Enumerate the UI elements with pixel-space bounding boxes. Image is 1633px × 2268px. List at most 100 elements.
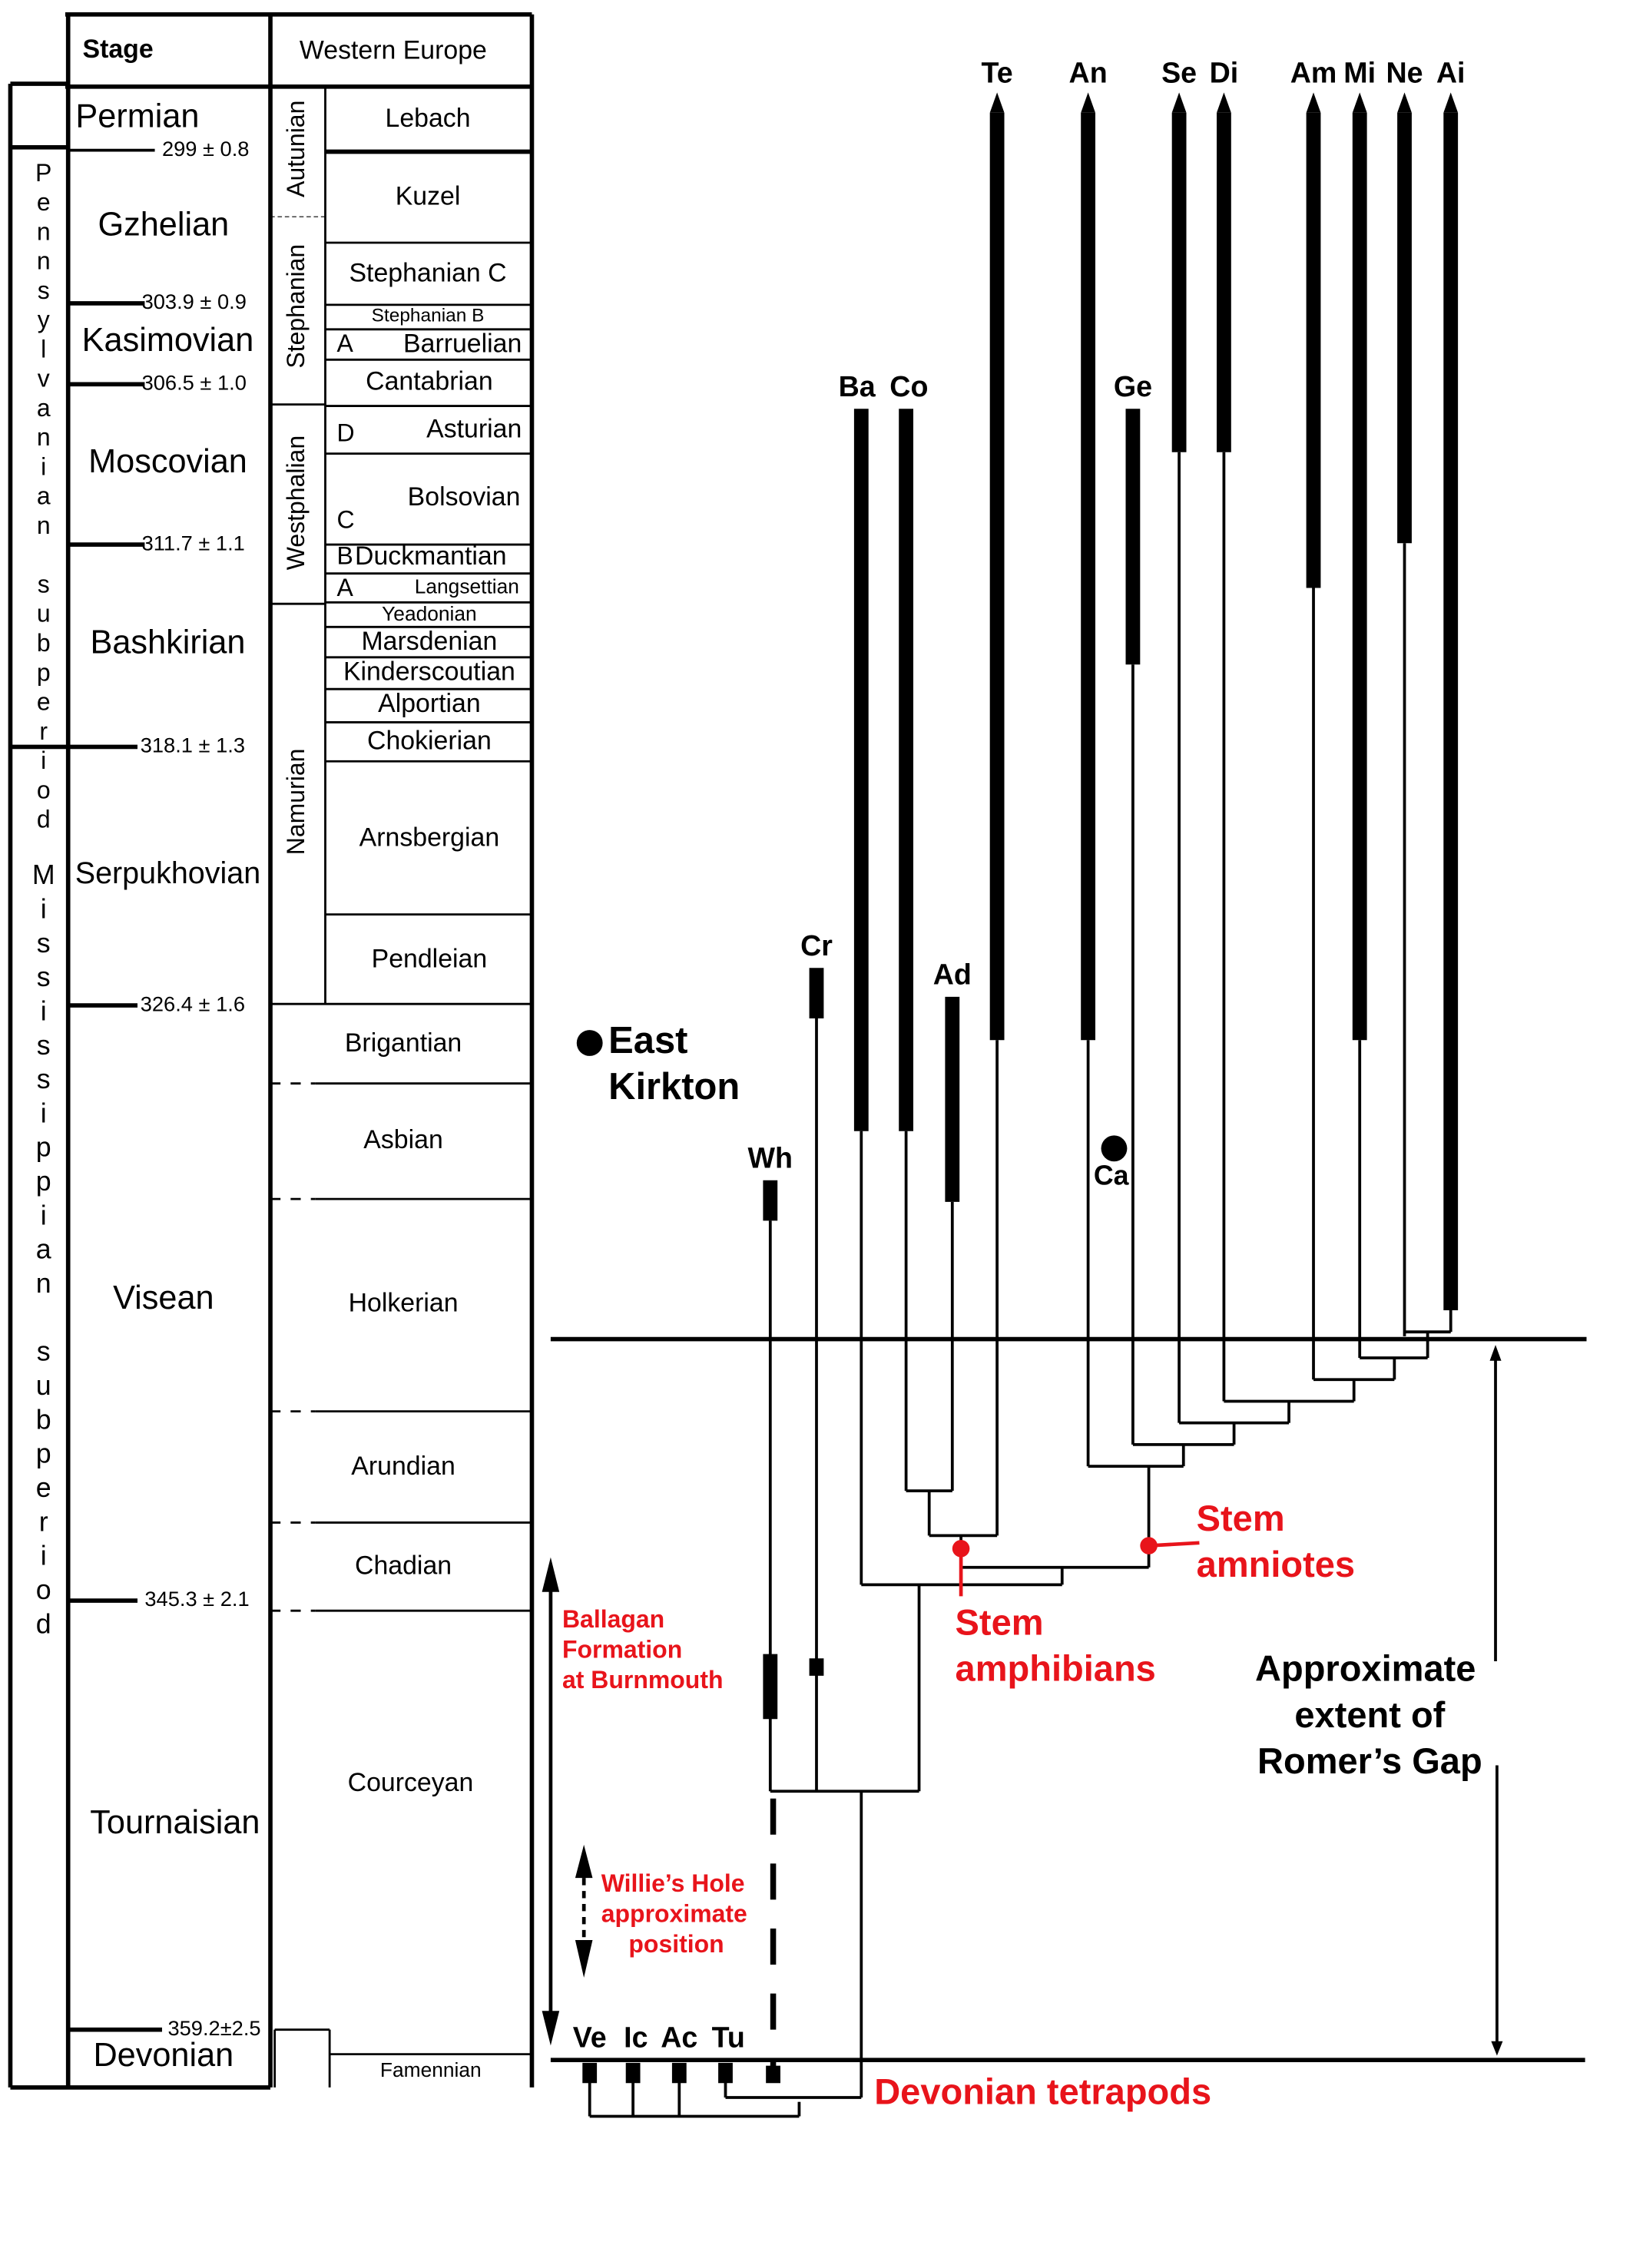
diagram-labels: Stage Western Europe Pennsylvanian subperi…	[28, 35, 1482, 2112]
regional-stage: Asbian	[363, 1125, 442, 1154]
stem-amphibians-node	[952, 1540, 970, 1558]
subperiod-mississippian: Mississippian subperiod	[28, 859, 59, 1642]
regional-stage: Kuzel	[396, 182, 461, 211]
taxon-label: Tu	[712, 2021, 745, 2054]
taxon-label: Ac	[661, 2021, 697, 2054]
ballagan-label: Ballagan	[562, 1605, 664, 1633]
regional-stage: Bolsovian	[408, 482, 521, 512]
regional-stage: Holkerian	[349, 1288, 459, 1317]
taxon-label: Mi	[1343, 57, 1376, 89]
taxon-label: Ca	[1094, 1160, 1130, 1190]
stage-name: Devonian	[93, 2037, 234, 2074]
regional-stage: Chadian	[355, 1551, 452, 1581]
regional-stage: Yeadonian	[382, 602, 477, 625]
taxon-label: Se	[1161, 57, 1197, 89]
ballagan-label: Formation	[562, 1635, 682, 1663]
stage-name: Gzhelian	[98, 207, 229, 243]
regional-stage: Arundian	[351, 1452, 455, 1481]
regional-stage: Stephanian B	[372, 305, 485, 326]
substage-letter: D	[337, 419, 355, 447]
stem-amniotes-label: amniotes	[1197, 1544, 1355, 1584]
regional-stage: Arnsbergian	[359, 823, 500, 853]
subperiod-pennsylvanian: Pennsylvanian subperiod	[30, 159, 58, 835]
stage-name: Serpukhovian	[75, 856, 260, 890]
taxon-label: Ne	[1386, 57, 1423, 89]
east-kirkton-label: Kirkton	[608, 1066, 740, 1108]
regional-stage: Stephanian C	[349, 258, 506, 287]
substage-letter: A	[337, 574, 354, 601]
taxon-label: An	[1069, 57, 1108, 89]
taxon-label: Ve	[573, 2021, 607, 2054]
devonian-tetrapods-label: Devonian tetrapods	[874, 2071, 1211, 2112]
substage-letter: B	[337, 541, 353, 569]
arrow-up-icon	[542, 1557, 560, 1592]
arrow-down-icon	[542, 2011, 560, 2046]
series-label: Autunian	[282, 101, 310, 197]
age-label: 299 ± 0.8	[162, 137, 250, 161]
taxon-arrow-head	[1352, 92, 1367, 113]
arrow-up-icon	[1489, 1345, 1502, 1361]
age-label: 318.1 ± 1.3	[141, 733, 245, 757]
romers-gap-label: Approximate	[1255, 1648, 1476, 1689]
stem-amphibians-label: Stem	[956, 1601, 1044, 1642]
stage-name: Visean	[113, 1280, 214, 1316]
taxon-label: Di	[1210, 57, 1239, 89]
taxon-arrow-head	[1171, 92, 1187, 113]
stage-name: Permian	[75, 98, 199, 135]
substage-letter: A	[337, 329, 354, 357]
taxon-label: Ge	[1114, 370, 1152, 402]
willies-hole-label: position	[628, 1930, 724, 1958]
east-kirkton-dot	[576, 1030, 603, 1056]
age-label: 359.2±2.5	[167, 2016, 260, 2040]
regional-stage: Duckmantian	[355, 541, 507, 571]
regional-stage: Lebach	[386, 104, 471, 133]
taxon-label: Wh	[748, 1141, 793, 1174]
regional-stage: Barruelian	[403, 329, 522, 358]
arrow-down-icon	[1491, 2041, 1503, 2056]
stage-name: Moscovian	[88, 443, 247, 480]
taxon-arrow-head	[1443, 92, 1459, 113]
east-kirkton-label: East	[608, 1020, 687, 1061]
arrow-up-icon	[575, 1844, 593, 1879]
stage-name: Tournaisian	[90, 1804, 260, 1841]
taxon-arrow-head	[989, 92, 1005, 113]
substage-letter: C	[337, 505, 355, 533]
taxon-label: Ic	[624, 2021, 648, 2054]
stem-amphibians-label: amphibians	[956, 1648, 1156, 1689]
regional-stage: Courceyan	[348, 1768, 474, 1797]
romers-gap-label: Romer’s Gap	[1257, 1740, 1482, 1781]
age-label: 326.4 ± 1.6	[141, 992, 245, 1015]
age-label: 311.7 ± 1.1	[142, 531, 245, 555]
series-label: Namurian	[282, 749, 310, 856]
stem-amniotes-label: Stem	[1197, 1498, 1285, 1538]
regional-stage: Brigantian	[345, 1028, 462, 1058]
taxon-arrow-head	[1217, 92, 1231, 113]
stem-amniotes-node	[1140, 1537, 1158, 1554]
ballagan-label: at Burnmouth	[562, 1666, 724, 1694]
regional-stage: Asturian	[426, 414, 522, 443]
taxon-label: Ai	[1436, 57, 1466, 89]
series-label: Stephanian	[282, 244, 310, 369]
regional-stage: Pendleian	[372, 945, 488, 974]
diagram-lines	[8, 12, 1587, 2118]
taxon-label: Am	[1290, 57, 1337, 89]
stage-name: Bashkirian	[91, 624, 246, 661]
regional-stage: Kinderscoutian	[343, 657, 515, 686]
taxon-label: Te	[982, 57, 1013, 89]
age-label: 306.5 ± 1.0	[142, 371, 247, 395]
taxon-arrow-head	[1397, 92, 1412, 113]
romers-gap-label: extent of	[1294, 1694, 1445, 1735]
regional-stage: Famennian	[380, 2058, 482, 2081]
regional-stage: Cantabrian	[366, 366, 493, 396]
header-region: Western Europe	[300, 36, 487, 65]
header-stage: Stage	[83, 35, 154, 64]
series-label: Westphalian	[282, 435, 310, 570]
caerorhachis-dot	[1101, 1135, 1128, 1162]
taxon-label: Co	[889, 370, 928, 402]
arrow-down-icon	[575, 1940, 593, 1978]
taxon-label: Ad	[933, 958, 972, 990]
stage-name: Kasimovian	[82, 322, 254, 359]
taxon-label: Ba	[839, 370, 876, 402]
willies-hole-label: Willie’s Hole	[601, 1869, 745, 1897]
